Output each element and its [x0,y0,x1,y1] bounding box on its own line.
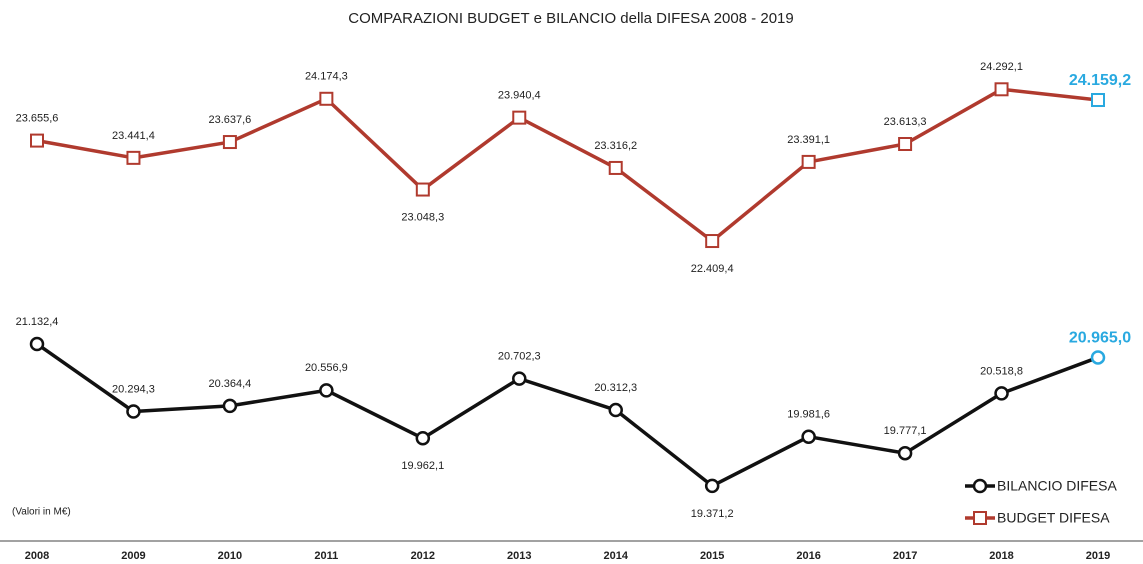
note: (Valori in M€) [12,507,71,518]
marker [994,386,1009,401]
marker [512,371,527,386]
marker [705,234,720,249]
x-tick-label: 2014 [603,550,628,562]
legend-marker [972,478,988,494]
marker [415,182,430,197]
value-label: 23.391,1 [787,134,830,146]
legend-label: BILANCIO DIFESA [997,478,1117,494]
value-label: 19.777,1 [884,425,927,437]
series-line [35,342,1099,488]
value-label: 24.174,3 [305,71,348,83]
x-tick-label: 2015 [700,550,724,562]
marker [897,445,913,461]
x-tick-label: 2012 [411,550,435,562]
marker [801,429,816,444]
marker [319,91,334,106]
value-label: 23.637,6 [208,114,251,126]
marker [801,154,816,169]
marker [126,150,141,165]
value-label: 21.132,4 [16,316,59,328]
value-label: 20.294,3 [112,383,155,395]
value-label: 20.518,8 [980,365,1023,377]
x-tick-label: 2019 [1086,550,1110,562]
value-label: 23.441,4 [112,130,155,142]
marker [415,431,431,446]
marker [29,336,45,352]
marker [1090,350,1106,365]
marker [222,398,238,414]
value-label: 20.556,9 [305,362,348,374]
x-tick-label: 2009 [121,550,145,562]
value-label: 23.316,2 [594,140,637,152]
value-label: 23.655,6 [16,112,59,124]
marker [512,110,527,125]
value-label: 19.981,6 [787,409,830,421]
legend-label: BUDGET DIFESA [997,510,1110,526]
marker [1091,93,1105,108]
marker [30,133,44,148]
value-label: 20.702,3 [498,351,541,363]
value-label: 20.312,3 [594,382,637,394]
value-label: 20.364,4 [208,378,251,390]
chart-title: COMPARAZIONI BUDGET e BILANCIO della DIF… [348,10,793,27]
value-label: 23.940,4 [498,90,541,102]
marker [126,404,141,419]
x-tick-label: 2016 [796,550,820,562]
series-line [36,87,1099,243]
marker [994,82,1009,97]
marker [319,383,334,398]
marker [222,135,237,150]
x-tick-label: 2008 [25,550,49,562]
value-label: 19.371,2 [691,508,734,520]
x-tick-label: 2010 [218,550,242,562]
x-tick-label: 2013 [507,550,531,562]
value-label: 22.409,4 [691,263,734,275]
x-tick-label: 2011 [314,550,338,562]
value-label: 20.965,0 [1069,330,1131,347]
value-label: 24.292,1 [980,61,1023,73]
marker [608,402,623,418]
x-tick-label: 2017 [893,550,917,562]
value-label: 19.962,1 [401,460,444,472]
x-tick-label: 2018 [989,550,1013,562]
value-label: 23.048,3 [401,211,444,223]
marker [898,137,913,152]
marker [704,478,720,494]
legend-marker [973,511,987,525]
marker [608,160,623,175]
value-label: 23.613,3 [884,116,927,128]
value-label: 24.159,2 [1069,72,1131,89]
